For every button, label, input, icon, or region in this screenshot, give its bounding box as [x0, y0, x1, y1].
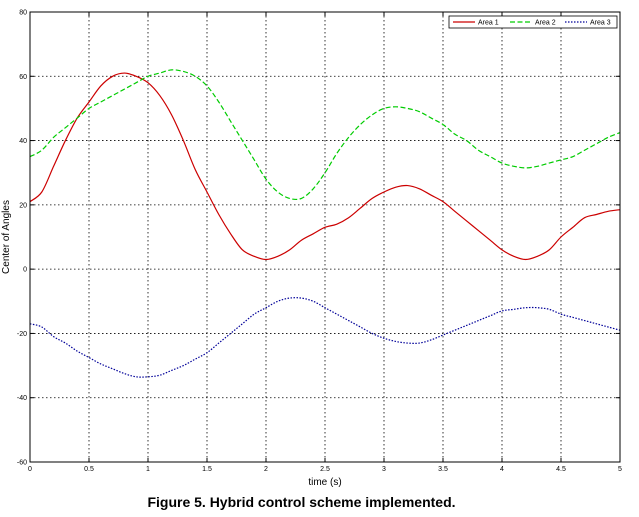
legend: Area 1 Area 2 Area 3: [448, 15, 618, 29]
legend-label-3: Area 3: [590, 20, 611, 27]
x-tick-label: 5: [618, 466, 622, 473]
legend-label-2: Area 2: [535, 20, 556, 27]
x-tick-label: 3: [382, 466, 386, 473]
x-tick-label: 1: [146, 466, 150, 473]
axis-ticks: 0 0.5 1 1.5 2 2.5 3 3.5 4 4.5 5 -60 -40 -20 0 20 40 60 80: [17, 10, 622, 474]
y-tick-label: -20: [17, 331, 27, 338]
x-axis-label: time (s): [308, 477, 341, 488]
grid-lines: [30, 12, 620, 462]
x-tick-label: 2.5: [320, 466, 330, 473]
y-axis-label: Center of Angles: [1, 200, 12, 274]
x-tick-label: 1.5: [202, 466, 212, 473]
series-lines: [29, 69, 621, 378]
x-tick-label: 4: [500, 466, 504, 473]
series-line-1: [29, 72, 621, 261]
x-tick-label: 4.5: [556, 466, 566, 473]
x-tick-label: 0: [28, 466, 32, 473]
figure-caption: Figure 5. Hybrid control scheme implemen…: [147, 494, 456, 510]
y-tick-label: -40: [17, 395, 27, 402]
y-tick-label: 60: [19, 74, 27, 81]
y-tick-label: 0: [23, 267, 27, 274]
legend-box: [448, 15, 618, 29]
y-tick-label: 40: [19, 138, 27, 145]
x-tick-label: 3.5: [438, 466, 448, 473]
legend-label-1: Area 1: [478, 20, 499, 27]
x-tick-label: 0.5: [84, 466, 94, 473]
x-tick-label: 2: [264, 466, 268, 473]
y-tick-label: -60: [17, 460, 27, 467]
y-tick-label: 80: [19, 10, 27, 17]
series-line-2: [29, 69, 621, 201]
y-tick-label: 20: [19, 202, 27, 209]
series-line-3: [29, 297, 621, 378]
